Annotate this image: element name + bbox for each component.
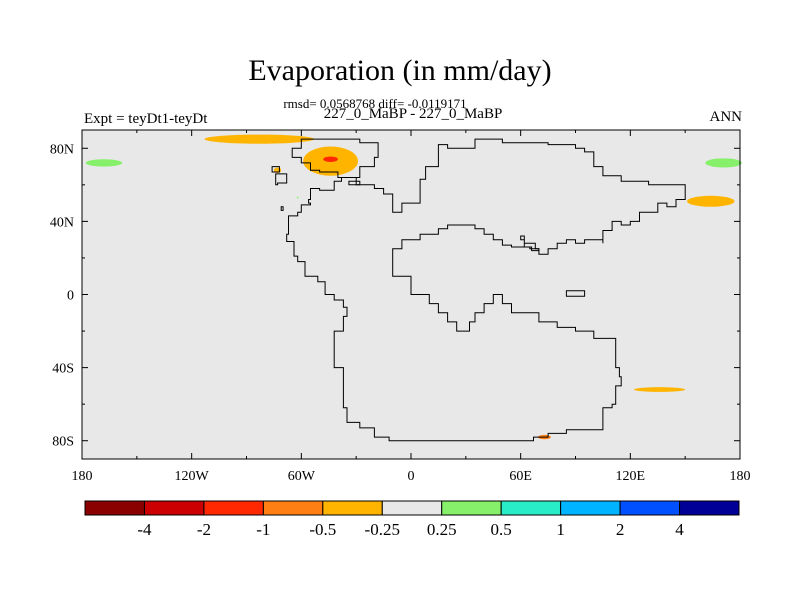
colorbar-swatch bbox=[679, 500, 740, 516]
colorbar-label: -0.5 bbox=[309, 520, 336, 539]
x-tick-label: 60W bbox=[288, 469, 316, 484]
colorbar-swatch bbox=[441, 500, 502, 516]
continent-outline bbox=[286, 138, 686, 442]
anomaly-patch bbox=[686, 195, 735, 207]
colorbar-label: -0.25 bbox=[365, 520, 400, 539]
stats-text: rmsd= 0.0568768 diff= -0.0119171 bbox=[283, 96, 467, 111]
x-tick-label: 0 bbox=[408, 469, 415, 484]
colorbar-label: 1 bbox=[556, 520, 565, 539]
colorbar-label: 0.5 bbox=[491, 520, 512, 539]
y-tick-label: 80S bbox=[52, 435, 74, 450]
colorbar-label: 2 bbox=[616, 520, 625, 539]
axis-ticks: 180 120W 60W 0 60E 120E 180 80N 40N 0 40S 80S bbox=[50, 130, 751, 484]
colorbar: -4 -2 -1 -0.5 -0.25 0.25 0.5 1 2 4 bbox=[84, 500, 740, 539]
inland-outline bbox=[565, 290, 586, 297]
island-outline bbox=[348, 180, 361, 186]
anomaly-patch bbox=[204, 134, 315, 144]
colorbar-label: -2 bbox=[197, 520, 211, 539]
anomaly-patches bbox=[85, 134, 742, 440]
y-tick-label: 0 bbox=[67, 289, 74, 304]
land-outlines bbox=[271, 138, 686, 442]
y-tick-label: 40N bbox=[50, 215, 74, 230]
island-outline bbox=[275, 173, 288, 186]
inland-outline bbox=[520, 235, 540, 252]
chart-subtitle: 227_0_MaBP - 227_0_MaBP bbox=[323, 106, 503, 122]
x-tick-label: 180 bbox=[730, 469, 751, 484]
anomaly-patch bbox=[296, 196, 299, 199]
season-label: ANN bbox=[709, 109, 743, 125]
x-tick-label: 120W bbox=[175, 469, 210, 484]
anomaly-patch bbox=[323, 156, 338, 162]
x-tick-label: 60E bbox=[509, 469, 532, 484]
island-outline bbox=[280, 206, 284, 211]
colorbar-swatch bbox=[322, 500, 383, 516]
colorbar-swatch bbox=[500, 500, 562, 516]
island-outline bbox=[271, 166, 280, 173]
y-tick-label: 40S bbox=[52, 362, 74, 377]
x-tick-label: 120E bbox=[616, 469, 646, 484]
x-tick-label: 180 bbox=[72, 469, 93, 484]
y-tick-label: 80N bbox=[50, 142, 74, 157]
colorbar-swatch bbox=[262, 500, 324, 516]
colorbar-swatch bbox=[203, 500, 264, 516]
colorbar-swatch bbox=[143, 500, 205, 516]
colorbar-label: -4 bbox=[137, 520, 152, 539]
chart-title: Evaporation (in mm/day) bbox=[248, 54, 552, 87]
anomaly-patch bbox=[633, 387, 686, 392]
colorbar-swatch bbox=[381, 500, 443, 516]
colorbar-swatch bbox=[619, 500, 681, 516]
colorbar-label: 0.25 bbox=[427, 520, 457, 539]
anomaly-patch bbox=[705, 158, 742, 168]
colorbar-swatch bbox=[84, 500, 145, 516]
colorbar-label: -1 bbox=[256, 520, 270, 539]
experiment-label: Expt = teyDt1-teyDt bbox=[84, 111, 208, 127]
colorbar-swatch bbox=[560, 500, 621, 516]
anomaly-patch bbox=[85, 159, 123, 167]
colorbar-label: 4 bbox=[675, 520, 684, 539]
